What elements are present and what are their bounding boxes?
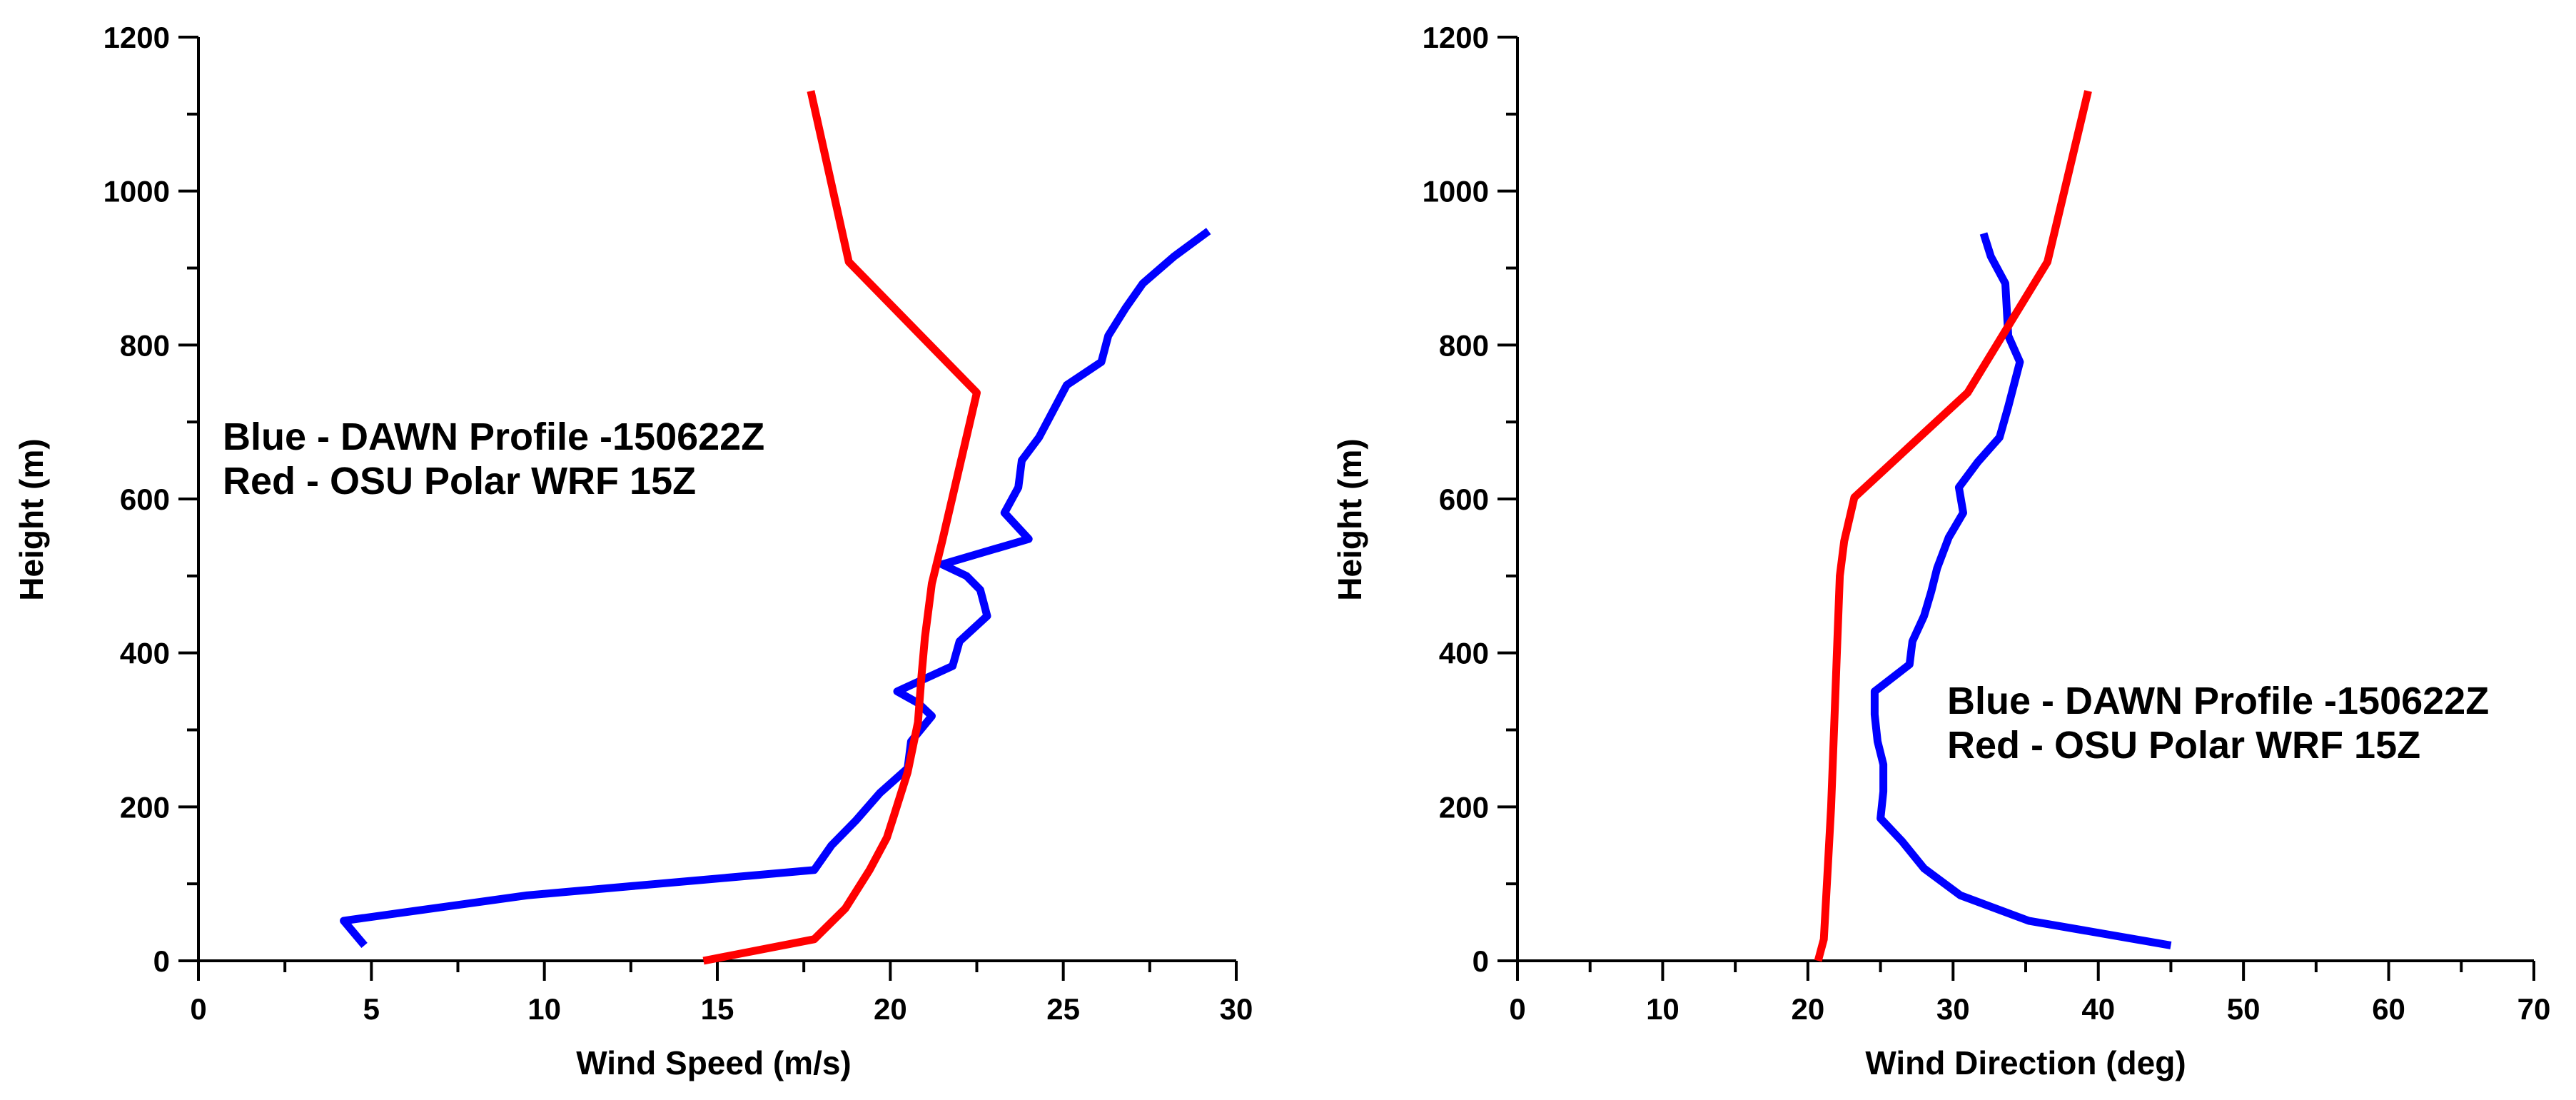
wind-speed-legend-blue: Blue - DAWN Profile -150622Z <box>223 415 764 458</box>
wind-direction-red-series-line <box>1814 90 2092 962</box>
wind-direction-y-tick-label: 200 <box>1439 790 1489 824</box>
wind-speed-y-tick-label: 0 <box>153 944 170 978</box>
wind-direction-y-axis-title: Height (m) <box>1331 438 1368 600</box>
wind-direction-x-tick-label: 70 <box>2517 992 2551 1026</box>
wind-speed-x-tick-label: 30 <box>1220 992 1253 1026</box>
wind-speed-red-series-line <box>702 90 981 965</box>
wind-speed-y-tick-label: 200 <box>120 790 170 824</box>
wind-direction-y-tick-label: 600 <box>1439 483 1489 516</box>
wind-speed-x-tick-label: 0 <box>190 992 206 1026</box>
wind-direction-series <box>1814 90 2172 962</box>
wind-speed-legend-red: Red - OSU Polar WRF 15Z <box>223 460 696 503</box>
wind-direction-x-axis-title: Wind Direction (deg) <box>1865 1044 2186 1081</box>
wind-speed-blue-series-line <box>340 228 1211 948</box>
wind-direction-axes <box>1497 36 2535 981</box>
wind-direction-y-tick-label: 1200 <box>1423 21 1489 54</box>
wind-direction-x-tick-label: 40 <box>2081 992 2115 1026</box>
wind-direction-x-tick-label: 0 <box>1509 992 1525 1026</box>
wind-direction-x-tick-label: 60 <box>2372 992 2405 1026</box>
wind-direction-x-tick-label: 50 <box>2227 992 2261 1026</box>
wind-direction-tick-labels: 0 200 400 600 800 1000 1200 0 10 20 30 40 50 60 70 <box>1423 21 2551 1026</box>
wind-speed-legend: Blue - DAWN Profile -150622Z Red - OSU P… <box>223 415 764 503</box>
wind-speed-chart: 0 200 400 600 800 1000 1200 0 5 10 15 20 25 30 Wind S… <box>13 21 1253 1081</box>
wind-speed-x-tick-label: 25 <box>1046 992 1080 1026</box>
wind-direction-x-tick-label: 30 <box>1936 992 1970 1026</box>
wind-direction-blue-series-line <box>1870 232 2172 949</box>
wind-speed-axes <box>178 36 1238 981</box>
wind-direction-legend: Blue - DAWN Profile -150622Z Red - OSU P… <box>1947 680 2489 767</box>
wind-direction-chart: 0 200 400 600 800 1000 1200 0 10 20 30 40 50 60 70 Win… <box>1331 21 2550 1081</box>
wind-speed-x-tick-label: 20 <box>874 992 907 1026</box>
wind-speed-series <box>340 90 1211 965</box>
wind-speed-x-tick-label: 10 <box>527 992 561 1026</box>
wind-speed-y-tick-label: 400 <box>120 637 170 670</box>
wind-speed-y-tick-label: 1000 <box>103 175 170 208</box>
wind-speed-x-tick-label: 15 <box>701 992 734 1026</box>
wind-direction-x-tick-label: 20 <box>1791 992 1824 1026</box>
wind-speed-y-tick-label: 600 <box>120 483 170 516</box>
wind-direction-y-tick-label: 800 <box>1439 328 1489 362</box>
wind-speed-tick-labels: 0 200 400 600 800 1000 1200 0 5 10 15 20 25 30 <box>103 21 1253 1026</box>
wind-speed-x-tick-label: 5 <box>363 992 380 1026</box>
wind-speed-y-tick-label: 800 <box>120 328 170 362</box>
wind-direction-y-tick-label: 0 <box>1473 944 1489 978</box>
wind-direction-x-tick-label: 10 <box>1646 992 1680 1026</box>
wind-speed-y-axis-title: Height (m) <box>13 438 50 600</box>
wind-direction-legend-red: Red - OSU Polar WRF 15Z <box>1947 724 2420 767</box>
wind-direction-y-tick-label: 400 <box>1439 637 1489 670</box>
wind-speed-y-tick-label: 1200 <box>103 21 170 54</box>
wind-speed-x-axis-title: Wind Speed (m/s) <box>576 1044 852 1081</box>
wind-direction-y-tick-label: 1000 <box>1423 175 1489 208</box>
wind-direction-legend-blue: Blue - DAWN Profile -150622Z <box>1947 680 2489 722</box>
